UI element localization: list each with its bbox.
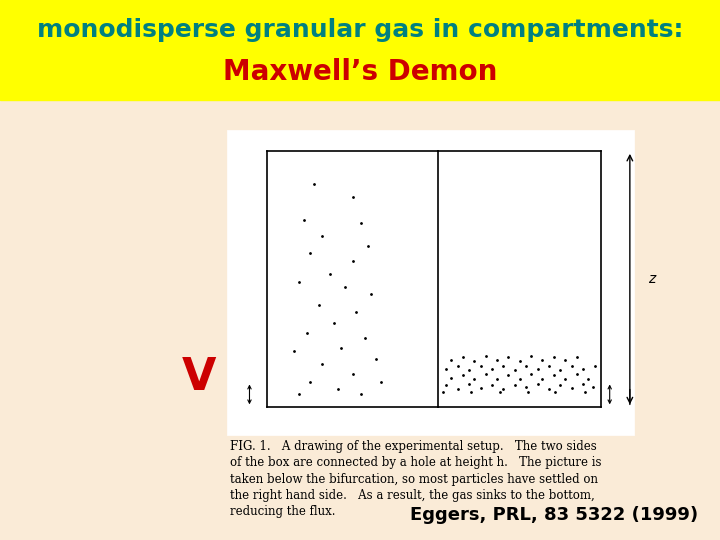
- Text: Eggers, PRL, 83 5322 (1999): Eggers, PRL, 83 5322 (1999): [410, 506, 698, 524]
- Text: FIG. 1.   A drawing of the experimental setup.   The two sides: FIG. 1. A drawing of the experimental se…: [230, 440, 597, 453]
- Text: V: V: [182, 356, 216, 399]
- Text: monodisperse granular gas in compartments:: monodisperse granular gas in compartment…: [37, 18, 683, 42]
- Bar: [227, 130, 634, 435]
- Bar: [0, 0, 720, 100]
- Text: Maxwell’s Demon: Maxwell’s Demon: [222, 58, 498, 86]
- Text: taken below the bifurcation, so most particles have settled on: taken below the bifurcation, so most par…: [230, 472, 598, 485]
- Text: of the box are connected by a hole at height h.   The picture is: of the box are connected by a hole at he…: [230, 456, 602, 469]
- Text: the right hand side.   As a result, the gas sinks to the bottom,: the right hand side. As a result, the ga…: [230, 489, 595, 502]
- Text: z: z: [648, 272, 655, 286]
- Text: reducing the flux.: reducing the flux.: [230, 505, 336, 518]
